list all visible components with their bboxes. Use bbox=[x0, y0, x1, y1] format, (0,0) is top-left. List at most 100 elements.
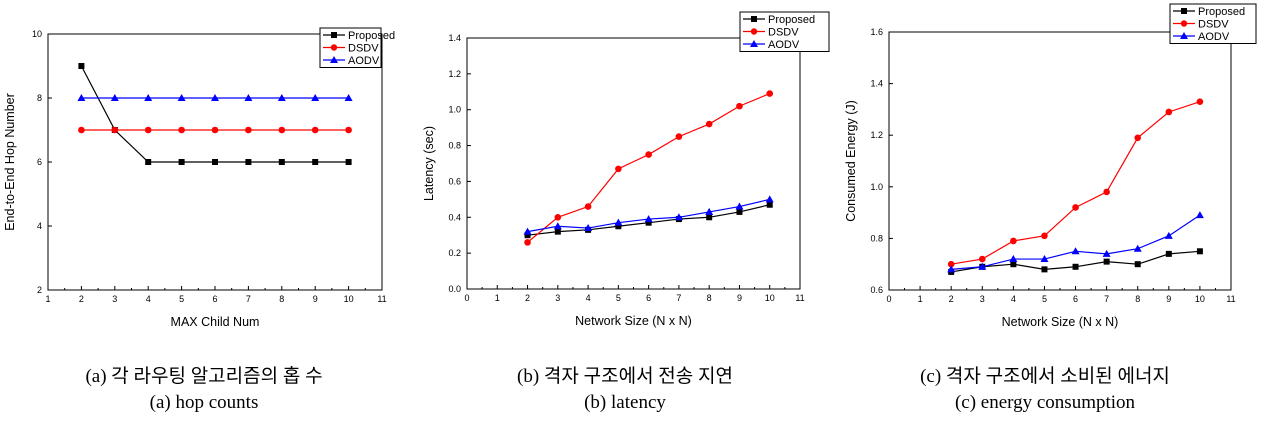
x-tick-label: 7 bbox=[676, 293, 681, 303]
y-axis-label: Latency (sec) bbox=[422, 126, 436, 201]
data-point bbox=[178, 159, 185, 165]
y-tick-label: 4 bbox=[37, 221, 42, 231]
data-point bbox=[1133, 244, 1142, 252]
x-tick-label: 6 bbox=[646, 293, 651, 303]
data-point bbox=[1102, 249, 1111, 257]
data-point bbox=[523, 227, 532, 235]
y-axis-label: Consumed Energy (J) bbox=[844, 100, 858, 222]
data-point bbox=[245, 159, 252, 165]
plot-frame bbox=[888, 31, 1232, 291]
data-point bbox=[311, 94, 320, 101]
data-point bbox=[345, 126, 352, 134]
chart-panel-1: 0 1 2 3 4 5 6 7 8 9 10 11 0.0 0.2 0.4 0.6 0.8 1.0 1.2 1.4 Ne… bbox=[422, 11, 830, 328]
series-proposed bbox=[78, 63, 352, 165]
y-tick-label: 1.2 bbox=[448, 69, 461, 79]
data-point bbox=[177, 94, 186, 101]
data-point bbox=[345, 159, 352, 165]
data-point bbox=[1072, 204, 1079, 211]
x-tick-label: 8 bbox=[1135, 294, 1140, 304]
series-dsdv bbox=[947, 98, 1204, 268]
data-point bbox=[1196, 248, 1203, 255]
caption-c-english: (c) energy consumption bbox=[954, 392, 1136, 413]
x-tick-label: 3 bbox=[980, 294, 985, 304]
legend-marker bbox=[330, 44, 338, 51]
x-tick-label: 4 bbox=[1011, 294, 1016, 304]
x-tick-label: 11 bbox=[795, 293, 804, 303]
chart-panel-2: 0 1 2 3 4 5 6 7 8 9 10 11 0.6 0.8 1.0 1.2 1.4 1.6 Network … bbox=[844, 3, 1257, 329]
legend-label: Proposed bbox=[1198, 6, 1245, 18]
data-point bbox=[1196, 98, 1204, 105]
legend-marker bbox=[1181, 8, 1187, 14]
data-point bbox=[278, 159, 285, 165]
y-tick-label: 1.4 bbox=[870, 79, 883, 89]
data-point bbox=[735, 202, 744, 210]
x-tick-label: 6 bbox=[212, 294, 217, 304]
x-axis-label: Network Size (N x N) bbox=[1002, 315, 1119, 329]
data-point bbox=[278, 126, 286, 134]
data-point bbox=[77, 94, 86, 101]
legend-marker bbox=[330, 56, 338, 63]
data-point bbox=[766, 201, 773, 208]
data-point bbox=[584, 203, 592, 210]
legend-marker bbox=[1180, 20, 1188, 27]
caption-b-korean: (b) 격자 구조에서 전송 지연 bbox=[517, 366, 733, 387]
y-tick-label: 0.8 bbox=[448, 141, 461, 151]
y-tick-label: 1.6 bbox=[870, 27, 883, 37]
x-tick-label: 5 bbox=[179, 294, 184, 304]
x-tick-label: 10 bbox=[765, 293, 775, 303]
data-point bbox=[277, 94, 286, 101]
series-dsdv bbox=[524, 90, 774, 246]
y-tick-label: 1.0 bbox=[448, 105, 461, 115]
y-tick-label: 0.6 bbox=[870, 285, 883, 295]
x-tick-label: 7 bbox=[246, 294, 251, 304]
data-point bbox=[675, 133, 683, 140]
caption-b: (b) 격자 구조에서 전송 지연 (b) latency bbox=[445, 364, 805, 416]
data-point bbox=[1134, 134, 1142, 142]
data-point bbox=[1009, 255, 1018, 263]
data-point bbox=[1103, 258, 1110, 265]
data-point bbox=[614, 218, 623, 226]
data-point bbox=[111, 126, 119, 134]
x-tick-label: 2 bbox=[949, 294, 954, 304]
series-aodv bbox=[77, 94, 353, 101]
data-point bbox=[947, 265, 956, 273]
y-tick-label: 0.4 bbox=[448, 212, 461, 222]
plot-frame bbox=[466, 37, 801, 290]
x-tick-label: 3 bbox=[112, 294, 117, 304]
data-point bbox=[1165, 250, 1172, 257]
data-point bbox=[144, 126, 152, 134]
legend-marker bbox=[750, 28, 758, 35]
legend-label: DSDV bbox=[1198, 19, 1229, 31]
x-tick-label: 8 bbox=[707, 293, 712, 303]
data-point bbox=[245, 126, 252, 134]
x-tick-label: 1 bbox=[918, 294, 923, 304]
x-axis-label: MAX Child Num bbox=[171, 315, 260, 329]
data-point bbox=[244, 94, 253, 101]
x-tick-label: 2 bbox=[525, 293, 530, 303]
data-point bbox=[645, 151, 652, 158]
data-point bbox=[1041, 232, 1048, 240]
data-point bbox=[766, 90, 774, 97]
data-point bbox=[144, 94, 153, 101]
x-tick-label: 1 bbox=[45, 294, 50, 304]
x-tick-label: 9 bbox=[737, 293, 742, 303]
x-tick-label: 10 bbox=[1195, 294, 1205, 304]
data-point bbox=[615, 223, 622, 230]
caption-b-english: (b) latency bbox=[584, 392, 666, 413]
x-tick-label: 0 bbox=[886, 294, 891, 304]
legend-label: Proposed bbox=[768, 14, 815, 26]
y-tick-label: 8 bbox=[37, 93, 42, 103]
y-tick-label: 0.6 bbox=[448, 176, 461, 186]
y-tick-label: 1.2 bbox=[870, 130, 883, 140]
y-tick-label: 6 bbox=[37, 157, 42, 167]
data-point bbox=[947, 260, 955, 268]
data-point bbox=[645, 219, 652, 226]
data-point bbox=[145, 159, 152, 165]
x-tick-label: 3 bbox=[555, 293, 560, 303]
y-tick-label: 0.0 bbox=[448, 284, 461, 294]
data-point bbox=[736, 102, 743, 110]
